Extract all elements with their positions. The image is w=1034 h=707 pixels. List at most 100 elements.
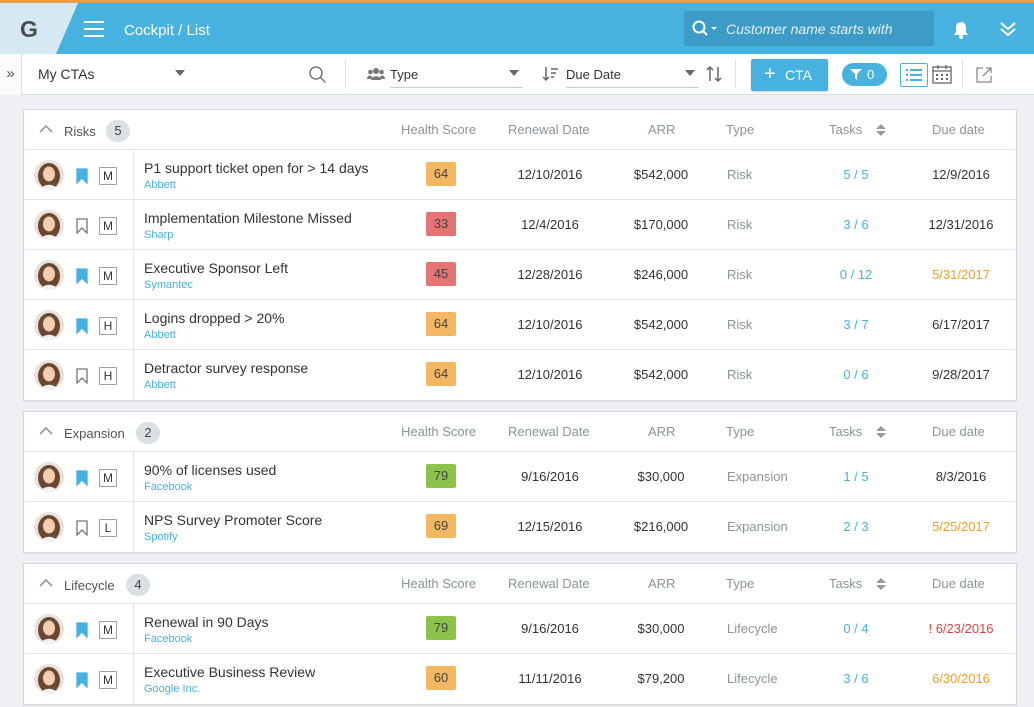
chevron-up-icon[interactable] — [39, 426, 53, 435]
search-icon[interactable] — [309, 66, 327, 84]
row-owner-cell: H — [24, 350, 134, 400]
sort-icon[interactable] — [876, 426, 886, 438]
cta-title[interactable]: Renewal in 90 Days — [144, 614, 269, 630]
column-header-health: Health Score — [401, 424, 477, 439]
company-link[interactable]: Google Inc. — [144, 683, 201, 695]
bookmark-icon[interactable] — [76, 168, 88, 184]
type-select[interactable]: Type — [390, 64, 523, 88]
sort-icon[interactable] — [876, 578, 886, 590]
sort-list-icon — [543, 67, 558, 82]
list-view-icon — [906, 69, 922, 81]
company-link[interactable]: Facebook — [144, 633, 193, 645]
filter-button[interactable]: 0 — [842, 63, 887, 86]
arr-value: $542,000 — [633, 367, 689, 382]
tasks-progress[interactable]: 3 / 7 — [843, 317, 869, 332]
tasks-progress[interactable]: 2 / 3 — [843, 519, 869, 534]
cta-title[interactable]: Logins dropped > 20% — [144, 310, 285, 326]
bookmark-icon[interactable] — [76, 318, 88, 334]
tasks-progress[interactable]: 0 / 12 — [839, 267, 873, 282]
column-header-arr: ARR — [648, 424, 676, 439]
calendar-view-icon[interactable] — [932, 64, 952, 84]
arr-value: $170,000 — [633, 217, 689, 232]
tasks-progress[interactable]: 3 / 6 — [843, 217, 869, 232]
cta-title[interactable]: P1 support ticket open for > 14 days — [144, 160, 369, 176]
bookmark-icon[interactable] — [76, 470, 88, 486]
row-owner-cell: M — [24, 604, 134, 654]
expand-sidebar-icon[interactable]: » — [0, 54, 22, 95]
cta-group: Risks 5 Health Score Renewal Date ARR Ty… — [23, 109, 1017, 401]
renewal-date: 12/10/2016 — [517, 367, 583, 382]
cta-row[interactable]: M P1 support ticket open for > 14 days A… — [24, 150, 1016, 200]
tasks-progress[interactable]: 3 / 6 — [843, 671, 869, 686]
cta-row[interactable]: M Renewal in 90 Days Facebook 79 9/16/20… — [24, 604, 1016, 654]
bookmark-icon[interactable] — [76, 622, 88, 638]
chevron-up-icon[interactable] — [39, 124, 53, 133]
cta-title[interactable]: NPS Survey Promoter Score — [144, 512, 323, 528]
bell-icon[interactable] — [952, 20, 970, 40]
cta-row[interactable]: M Implementation Milestone Missed Sharp … — [24, 200, 1016, 250]
cta-row[interactable]: H Logins dropped > 20% Abbett 64 12/10/2… — [24, 300, 1016, 350]
list-view-button[interactable] — [900, 63, 928, 87]
bookmark-icon[interactable] — [76, 672, 88, 688]
company-link[interactable]: Abbett — [144, 329, 176, 341]
company-link[interactable]: Spotify — [144, 531, 178, 543]
group-rows: M 90% of licenses used Facebook 79 9/16/… — [24, 452, 1016, 552]
sort-direction-icon[interactable] — [706, 65, 722, 83]
cta-type: Risk — [727, 367, 753, 382]
cta-row[interactable]: M 90% of licenses used Facebook 79 9/16/… — [24, 452, 1016, 502]
divider — [735, 59, 736, 89]
cta-row[interactable]: M Executive Business Review Google Inc. … — [24, 654, 1016, 704]
group-rows: M P1 support ticket open for > 14 days A… — [24, 150, 1016, 400]
due-date-select[interactable]: Due Date — [566, 64, 699, 88]
cta-filter-select[interactable]: My CTAs — [38, 66, 188, 82]
avatar — [34, 310, 64, 340]
company-link[interactable]: Abbett — [144, 179, 176, 191]
menu-icon[interactable] — [84, 21, 104, 37]
cta-row[interactable]: H Detractor survey response Abbett 64 12… — [24, 350, 1016, 400]
renewal-date: 12/28/2016 — [517, 267, 583, 282]
due-date: 5/31/2017 — [932, 267, 990, 282]
search-icon[interactable] — [692, 20, 720, 38]
cta-title[interactable]: Implementation Milestone Missed — [144, 210, 352, 226]
due-date: 8/3/2016 — [935, 469, 987, 484]
cta-row[interactable]: L NPS Survey Promoter Score Spotify 69 1… — [24, 502, 1016, 552]
health-score-badge: 69 — [426, 514, 456, 538]
company-link[interactable]: Sharp — [144, 229, 174, 241]
column-header-due: Due date — [932, 122, 985, 137]
cta-filter-label: My CTAs — [38, 66, 95, 82]
bookmark-icon[interactable] — [76, 268, 88, 284]
bookmark-icon[interactable] — [76, 520, 88, 536]
health-score-badge: 64 — [426, 162, 456, 186]
cta-type: Risk — [727, 217, 753, 232]
cta-title[interactable]: Executive Sponsor Left — [144, 260, 288, 276]
sort-icon[interactable] — [876, 124, 886, 136]
cta-title[interactable]: 90% of licenses used — [144, 462, 277, 478]
bookmark-icon[interactable] — [76, 218, 88, 234]
customer-search[interactable] — [684, 11, 934, 46]
cta-title[interactable]: Detractor survey response — [144, 360, 309, 376]
company-link[interactable]: Facebook — [144, 481, 193, 493]
priority-badge: H — [99, 317, 117, 335]
cta-title[interactable]: Executive Business Review — [144, 664, 316, 680]
group-header: Lifecycle 4 Health Score Renewal Date AR… — [24, 564, 1016, 604]
priority-badge: H — [99, 367, 117, 385]
avatar — [34, 614, 64, 644]
avatar — [34, 160, 64, 190]
tasks-progress[interactable]: 0 / 6 — [843, 367, 869, 382]
people-icon — [367, 68, 385, 80]
double-chevron-down-icon[interactable] — [998, 20, 1018, 38]
chevron-up-icon[interactable] — [39, 578, 53, 587]
due-date: ! 6/23/2016 — [928, 621, 994, 636]
tasks-progress[interactable]: 0 / 4 — [843, 621, 869, 636]
renewal-date: 12/15/2016 — [517, 519, 583, 534]
bookmark-icon[interactable] — [76, 368, 88, 384]
tasks-progress[interactable]: 1 / 5 — [843, 469, 869, 484]
company-link[interactable]: Abbett — [144, 379, 176, 391]
company-link[interactable]: Symantec — [144, 279, 193, 291]
tasks-progress[interactable]: 5 / 5 — [843, 167, 869, 182]
export-icon[interactable] — [976, 67, 992, 83]
customer-search-input[interactable] — [726, 18, 926, 40]
add-cta-button[interactable]: + CTA — [751, 59, 828, 91]
cta-row[interactable]: M Executive Sponsor Left Symantec 45 12/… — [24, 250, 1016, 300]
due-date: 12/31/2016 — [928, 217, 994, 232]
